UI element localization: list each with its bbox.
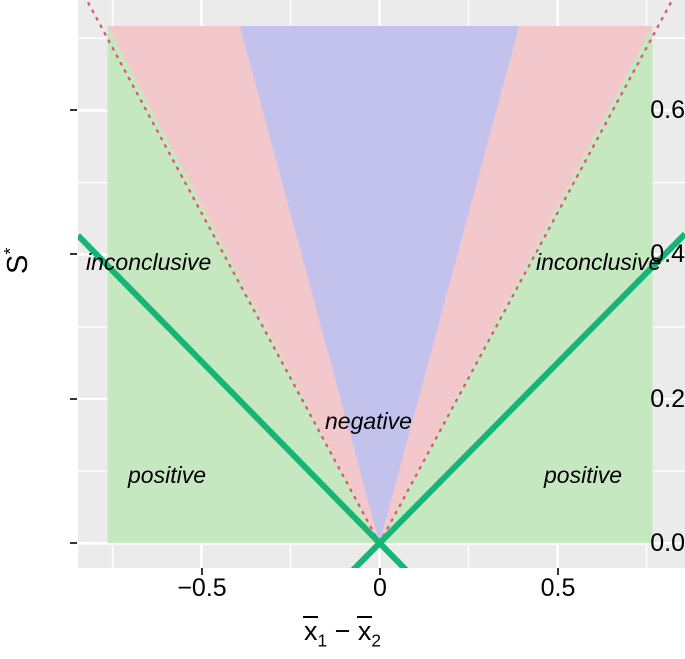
plot-panel: inconclusive inconclusive negative posit…: [78, 0, 685, 568]
plot-canvas: [78, 0, 685, 568]
x-tick-mark--0.5: [201, 568, 203, 575]
x-axis-title-var2: x: [356, 616, 372, 646]
y-axis-title-superscript: *: [0, 247, 21, 255]
x-axis-title-var1: x: [303, 616, 318, 646]
annotation-positive-right: positive: [544, 462, 622, 488]
y-tick-mark-0.0: [70, 542, 77, 544]
y-tick-label-0.0: 0.0: [650, 529, 685, 557]
y-tick-mark-0.4: [70, 253, 77, 255]
x-axis-title-sub1: 1: [317, 630, 328, 651]
x-axis-title-sub2: 2: [371, 630, 382, 651]
x-axis-title: x1 − x2: [0, 616, 685, 651]
x-axis-title-minus: −: [334, 616, 351, 646]
y-axis-title-base: S: [1, 254, 34, 274]
x-tick-label-0: 0: [373, 574, 387, 602]
y-tick-label-0.2: 0.2: [650, 385, 685, 413]
annotation-positive-left: positive: [128, 462, 206, 488]
annotation-inconclusive-right: inconclusive: [536, 249, 662, 275]
green-boundary-lines: [78, 231, 685, 568]
x-tick-label-0.5: 0.5: [540, 574, 576, 602]
x-tick-mark-0: [379, 568, 381, 575]
y-tick-mark-0.6: [70, 109, 77, 111]
annotation-negative: negative: [325, 408, 412, 434]
region-negative: [239, 26, 520, 544]
y-tick-label-0.4: 0.4: [650, 240, 685, 268]
annotation-inconclusive-left: inconclusive: [86, 249, 212, 275]
y-axis-title: S*: [0, 226, 34, 296]
x-tick-label--0.5: −0.5: [177, 574, 227, 602]
y-tick-mark-0.2: [70, 398, 77, 400]
x-tick-mark-0.5: [557, 568, 559, 575]
y-tick-label-0.6: 0.6: [650, 96, 685, 124]
